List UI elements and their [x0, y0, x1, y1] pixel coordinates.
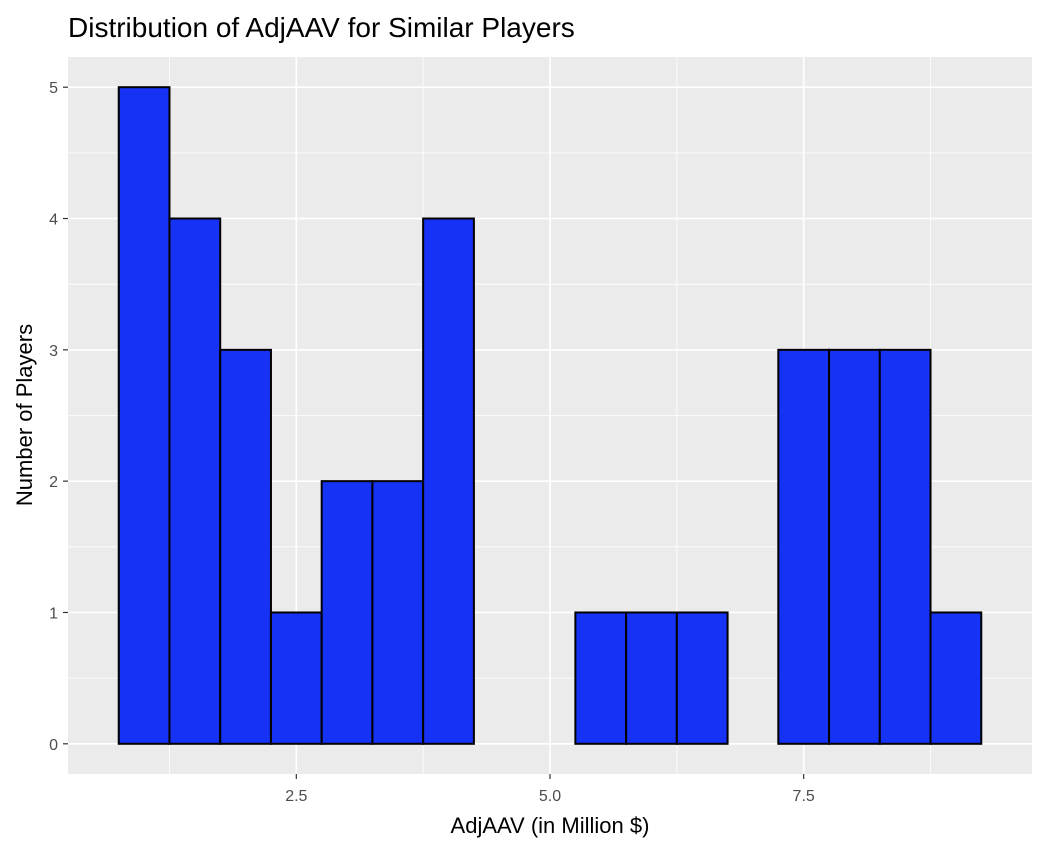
y-tick-label: 1	[49, 605, 58, 622]
histogram-bar	[117, 86, 171, 745]
histogram-bar	[168, 217, 222, 745]
x-tick-label: 2.5	[285, 788, 307, 805]
histogram-bar	[422, 217, 475, 745]
histogram-bar	[574, 611, 628, 745]
histogram-bar	[675, 611, 729, 745]
histogram-bar	[320, 480, 374, 745]
histogram-bar	[878, 348, 932, 745]
histogram-bar	[219, 348, 272, 745]
histogram-bar	[269, 611, 323, 745]
x-tick-label: 5.0	[539, 788, 561, 805]
y-tick-label: 4	[49, 212, 58, 229]
x-tick-label: 7.5	[793, 788, 815, 805]
histogram-bar	[777, 348, 831, 745]
histogram-bar	[625, 611, 678, 745]
y-tick-label: 3	[49, 343, 58, 360]
histogram-bar	[929, 611, 983, 745]
histogram-bar	[828, 348, 881, 745]
y-axis-title: Number of Players	[12, 324, 37, 506]
y-tick-label: 0	[49, 737, 58, 754]
y-tick-label: 2	[49, 474, 58, 491]
x-axis-ticks: 2.5 5.0 7.5	[285, 774, 815, 805]
histogram-bar	[371, 480, 425, 745]
histogram-bars	[117, 86, 983, 745]
chart-title: Distribution of AdjAAV for Similar Playe…	[68, 12, 575, 43]
y-tick-label: 5	[49, 80, 58, 97]
x-axis-title: AdjAAV (in Million $)	[451, 813, 650, 838]
y-axis-ticks: 0 1 2 3 4 5	[49, 80, 68, 754]
